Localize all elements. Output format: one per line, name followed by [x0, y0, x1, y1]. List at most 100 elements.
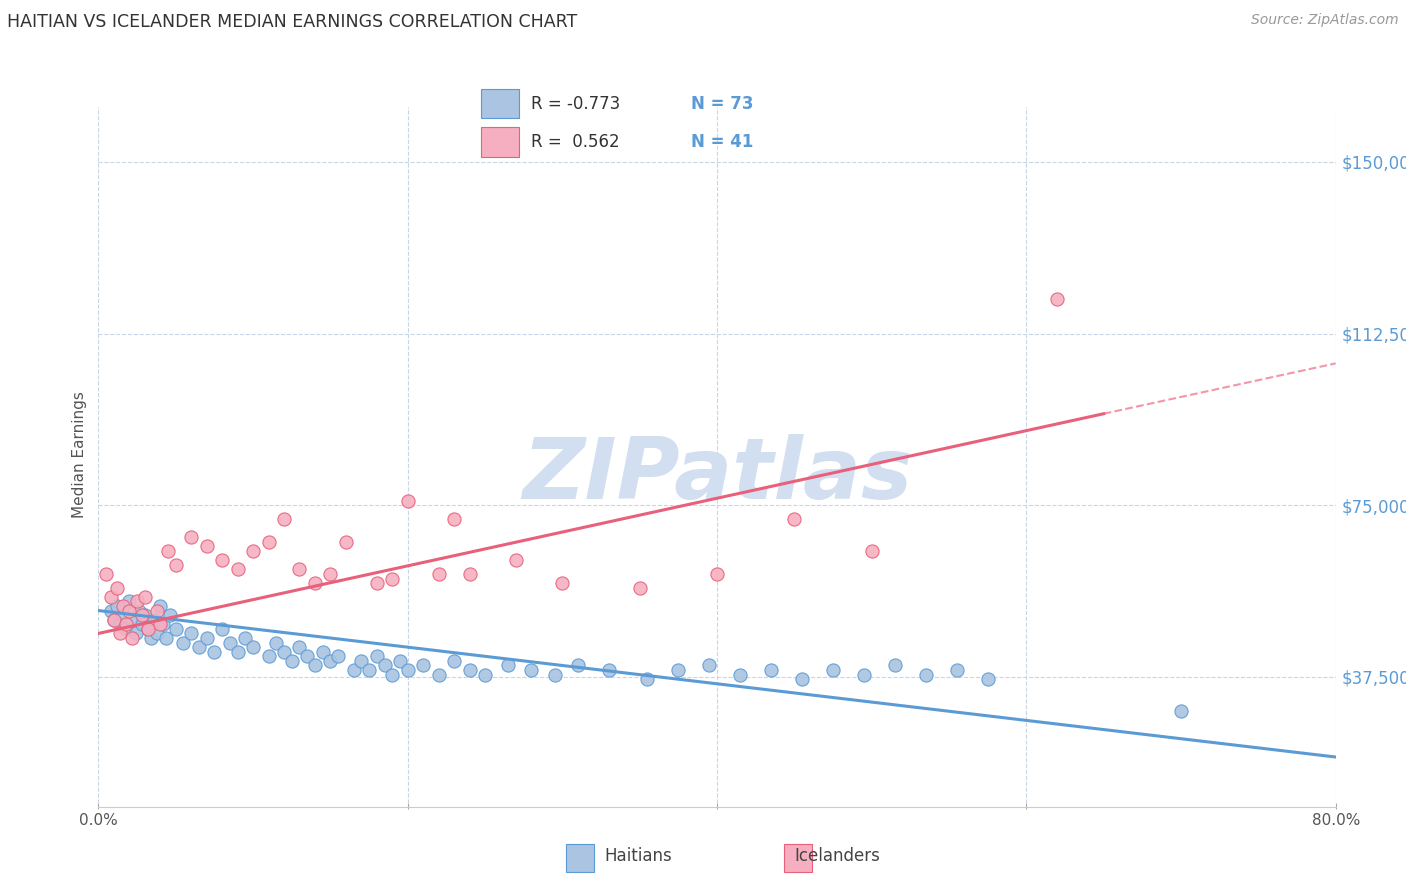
Point [100, 590, 122, 604]
Point [1170, 704, 1192, 718]
Point [100, 603, 122, 617]
Point [139, 631, 162, 645]
Point [118, 603, 141, 617]
Point [396, 663, 419, 677]
Point [180, 530, 202, 544]
Point [121, 631, 143, 645]
Point [159, 608, 181, 623]
Point [173, 635, 195, 649]
Point [821, 663, 844, 677]
Point [699, 658, 721, 673]
Point [219, 635, 242, 649]
Point [105, 599, 128, 613]
Point [319, 566, 342, 581]
Point [381, 667, 404, 681]
Point [124, 626, 146, 640]
Point [288, 640, 311, 655]
Point [884, 658, 907, 673]
Point [335, 534, 357, 549]
Y-axis label: Median Earnings: Median Earnings [72, 392, 87, 518]
Point [149, 617, 172, 632]
Point [96, 566, 118, 581]
Point [143, 613, 166, 627]
Text: Haitians: Haitians [605, 847, 672, 865]
FancyBboxPatch shape [481, 89, 519, 119]
Text: HAITIAN VS ICELANDER MEDIAN EARNINGS CORRELATION CHART: HAITIAN VS ICELANDER MEDIAN EARNINGS COR… [7, 13, 578, 31]
Point [131, 617, 153, 632]
Point [226, 562, 249, 576]
Point [131, 608, 153, 623]
Point [636, 672, 658, 686]
Text: R = -0.773: R = -0.773 [531, 95, 620, 112]
Point [115, 617, 138, 632]
Point [257, 534, 280, 549]
Point [211, 553, 233, 567]
Point [374, 658, 396, 673]
Point [257, 649, 280, 664]
Point [427, 566, 450, 581]
Point [761, 663, 783, 677]
Text: R =  0.562: R = 0.562 [531, 133, 620, 151]
Point [226, 645, 249, 659]
Point [180, 626, 202, 640]
Text: Source: ZipAtlas.com: Source: ZipAtlas.com [1251, 13, 1399, 28]
Point [103, 613, 125, 627]
Text: ZIPatlas: ZIPatlas [522, 434, 912, 517]
Point [149, 599, 172, 613]
Point [783, 512, 806, 526]
Point [157, 544, 180, 558]
Point [136, 622, 159, 636]
FancyBboxPatch shape [481, 127, 519, 157]
Point [567, 658, 589, 673]
Point [273, 645, 295, 659]
Point [505, 553, 527, 567]
Point [543, 667, 565, 681]
Point [388, 654, 412, 668]
Point [152, 617, 174, 632]
Point [598, 663, 620, 677]
Point [115, 622, 138, 636]
Point [165, 558, 187, 572]
Point [273, 512, 295, 526]
Point [195, 540, 218, 554]
Point [443, 654, 465, 668]
Point [304, 658, 326, 673]
Point [350, 654, 373, 668]
Point [108, 626, 131, 640]
Point [312, 645, 335, 659]
Point [195, 631, 218, 645]
Text: N = 73: N = 73 [692, 95, 754, 112]
Point [427, 667, 450, 681]
Point [108, 617, 131, 632]
Point [458, 663, 481, 677]
Point [288, 562, 311, 576]
Point [155, 631, 177, 645]
Point [242, 544, 264, 558]
Point [396, 493, 419, 508]
Point [121, 613, 143, 627]
Point [412, 658, 434, 673]
Point [242, 640, 264, 655]
FancyBboxPatch shape [785, 844, 813, 872]
Point [112, 599, 135, 613]
Point [366, 649, 388, 664]
Point [326, 649, 350, 664]
Point [266, 635, 288, 649]
Point [112, 608, 135, 623]
Point [860, 544, 883, 558]
Point [551, 576, 574, 591]
Point [366, 576, 388, 591]
Point [281, 654, 304, 668]
Point [946, 663, 969, 677]
Point [146, 626, 169, 640]
Point [666, 663, 689, 677]
Point [103, 613, 125, 627]
Point [105, 581, 128, 595]
Point [628, 581, 651, 595]
Point [381, 572, 404, 586]
Point [443, 512, 465, 526]
Point [706, 566, 728, 581]
Point [474, 667, 496, 681]
Point [118, 594, 141, 608]
Point [976, 672, 998, 686]
